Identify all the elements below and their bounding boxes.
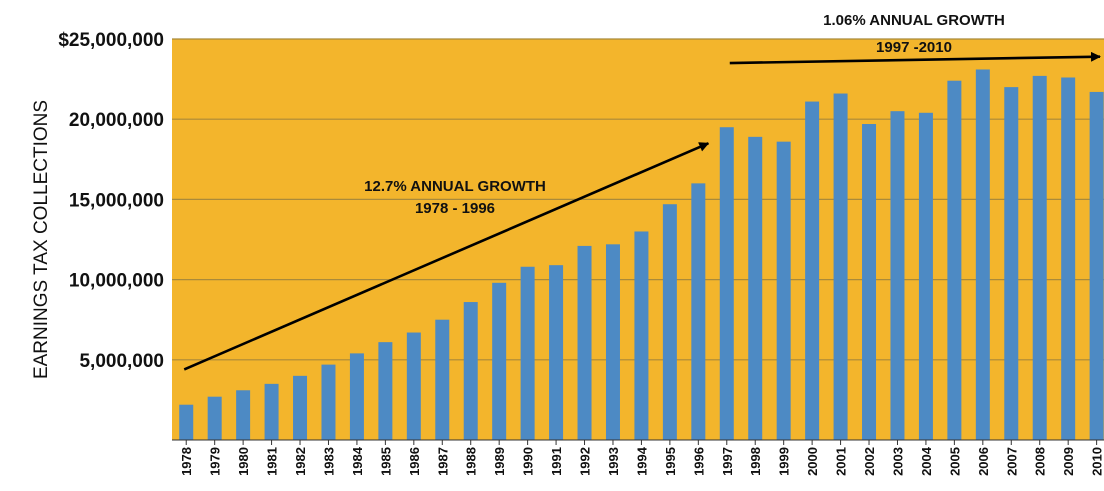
annotation-1-line2: 1978 - 1996 — [415, 200, 495, 217]
x-tick-label: 2000 — [805, 447, 820, 476]
y-tick-label: 20,000,000 — [69, 110, 164, 131]
bar-1980 — [236, 390, 251, 440]
x-tick-label: 2003 — [890, 447, 905, 476]
y-tick-label: 5,000,000 — [79, 351, 164, 372]
x-tick-labels: 1978 1979 1980 1981 1982 1983 1984 1985 1986 1987… — [172, 439, 1104, 476]
bar-1993 — [605, 244, 620, 440]
y-tick-label: $25,000,000 — [58, 30, 164, 51]
bar-2004 — [918, 112, 933, 440]
x-tick-label: 2005 — [947, 447, 962, 476]
x-tick-label: 2010 — [1090, 447, 1104, 476]
bar-1989 — [492, 282, 507, 440]
x-tick-label: 1993 — [606, 447, 621, 476]
bar-1983 — [321, 364, 336, 440]
x-tick-label: 1985 — [378, 447, 393, 476]
x-tick-label: 1981 — [265, 447, 280, 476]
bar-1986 — [406, 332, 421, 440]
bar-1999 — [776, 141, 791, 440]
y-tick-label: 10,000,000 — [69, 271, 164, 292]
x-tick-label: 1992 — [578, 447, 593, 476]
x-tick-label: 1984 — [350, 446, 365, 476]
bar-1984 — [349, 353, 364, 440]
bar-2010 — [1089, 91, 1104, 440]
annotation-1-line1: 12.7% ANNUAL GROWTH — [364, 178, 546, 195]
bar-2008 — [1032, 75, 1047, 440]
growth-arrow-1978-1996 — [183, 142, 710, 371]
bar-1988 — [463, 302, 478, 440]
bar-2001 — [833, 93, 848, 440]
bar-1996 — [691, 183, 706, 441]
x-tick-label: 1978 — [179, 447, 194, 476]
x-tick-label: 2002 — [862, 447, 877, 476]
bar-1990 — [520, 266, 535, 440]
bar-2007 — [1004, 87, 1019, 441]
x-tick-label: 1999 — [777, 447, 792, 476]
bar-1979 — [207, 396, 222, 440]
x-tick-label: 1990 — [521, 447, 536, 476]
x-tick-label: 1979 — [208, 447, 223, 476]
x-tick-label: 2006 — [976, 447, 991, 476]
bars — [179, 69, 1104, 441]
x-tick-label: 2001 — [834, 447, 849, 476]
bar-1998 — [748, 136, 763, 440]
x-tick-label: 1988 — [464, 447, 479, 476]
x-tick-label: 1998 — [748, 447, 763, 476]
x-tick-label: 1986 — [407, 447, 422, 476]
bar-2000 — [805, 101, 820, 440]
x-tick-label: 1987 — [435, 447, 450, 476]
x-tick-label: 1995 — [663, 447, 678, 476]
bar-2005 — [947, 80, 962, 440]
x-tick-label: 1991 — [549, 447, 564, 476]
x-tick-label: 1980 — [236, 447, 251, 476]
x-tick-label: 1982 — [293, 447, 308, 476]
x-tick-label: 2007 — [1004, 447, 1019, 476]
growth-arrow-1997-2010 — [729, 51, 1101, 65]
bar-1997 — [719, 127, 734, 440]
y-tick-labels: 5,000,000 10,000,000 15,000,000 20,000,000 $… — [58, 30, 164, 372]
x-tick-label: 1983 — [321, 447, 336, 476]
bar-1985 — [378, 342, 393, 440]
bar-1991 — [549, 265, 564, 440]
x-tick-label: 1989 — [492, 447, 507, 476]
annotation-2-line1: 1.06% ANNUAL GROWTH — [823, 12, 1005, 29]
bar-1992 — [577, 245, 592, 440]
x-tick-label: 1994 — [634, 446, 649, 476]
bar-2006 — [975, 69, 990, 440]
x-tick-label: 2004 — [919, 446, 934, 476]
bar-1995 — [662, 204, 677, 440]
bar-1981 — [264, 383, 279, 440]
annotation-2-line2: 1997 -2010 — [876, 39, 952, 56]
bar-2009 — [1061, 77, 1076, 440]
x-tick-label: 2008 — [1033, 447, 1048, 476]
bar-1978 — [179, 404, 194, 440]
bar-1982 — [293, 375, 308, 440]
bar-1987 — [435, 319, 450, 440]
x-tick-label: 2009 — [1061, 447, 1076, 476]
bar-2003 — [890, 111, 905, 441]
x-tick-label: 1996 — [691, 447, 706, 476]
bar-2002 — [862, 124, 877, 441]
bar-1994 — [634, 231, 649, 440]
y-axis-title: EARNINGS TAX COLLECTIONS — [31, 100, 52, 379]
annotations: 12.7% ANNUAL GROWTH 1978 - 1996 1.06% ANNU… — [183, 12, 1101, 371]
x-tick-label: 1997 — [720, 447, 735, 476]
y-tick-label: 15,000,000 — [69, 190, 164, 211]
